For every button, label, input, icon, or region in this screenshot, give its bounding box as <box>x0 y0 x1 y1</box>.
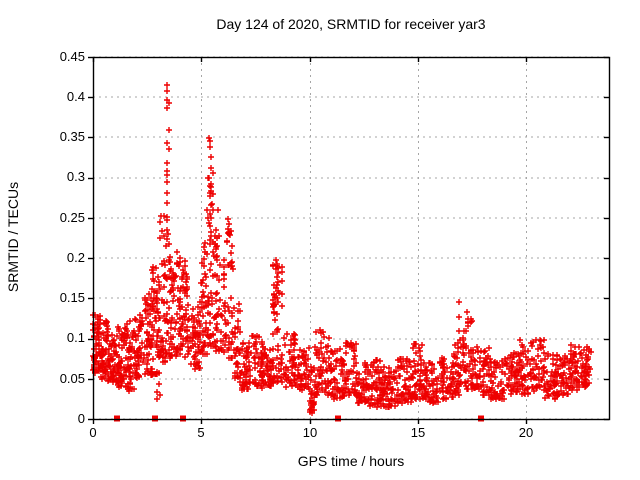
axis-event-square <box>114 415 120 422</box>
y-tick-label: 0.05 <box>59 371 85 386</box>
y-tick-label: 0.1 <box>66 330 85 345</box>
axis-event-square <box>152 415 158 422</box>
y-tick-label: 0.45 <box>59 49 85 64</box>
x-tick-label: 20 <box>518 425 534 440</box>
axis-marker-series <box>114 415 484 422</box>
x-tick-label: 5 <box>197 425 205 440</box>
plot-border-and-ticks <box>88 56 611 424</box>
y-tick-label: 0.25 <box>59 210 85 225</box>
y-tick-label: 0.3 <box>66 169 85 184</box>
y-tick-label: 0.4 <box>66 89 85 104</box>
x-tick-label: 10 <box>302 425 318 440</box>
x-axis-label: GPS time / hours <box>297 453 405 469</box>
chart-title: Day 124 of 2020, SRMTID for receiver yar… <box>216 16 486 32</box>
axis-event-square <box>478 415 484 422</box>
y-tick-label: 0 <box>77 411 85 426</box>
y-tick-label: 0.2 <box>66 250 85 265</box>
y-axis-label: SRMTID / TECUs <box>5 181 21 293</box>
axis-event-square <box>180 415 186 422</box>
x-tick-label: 0 <box>89 425 97 440</box>
scatter-series <box>90 82 594 416</box>
scatter-points <box>90 82 594 416</box>
y-tick-label: 0.15 <box>59 290 85 305</box>
y-tick-label: 0.35 <box>59 129 85 144</box>
x-tick-label: 15 <box>410 425 426 440</box>
axis-event-square <box>335 415 341 422</box>
